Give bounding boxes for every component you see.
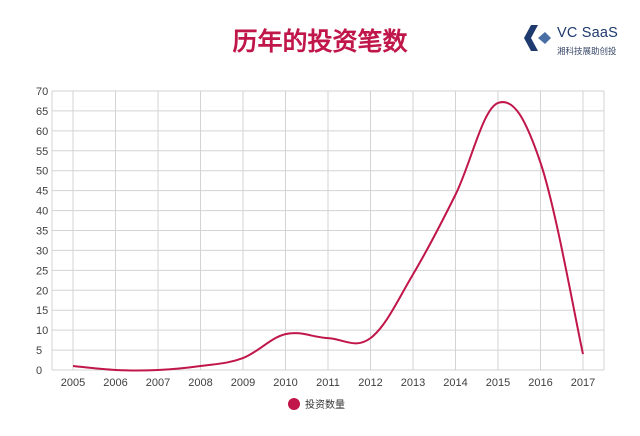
x-tick-label-2010: 2010	[273, 377, 297, 389]
x-tick-label-2012: 2012	[358, 377, 382, 389]
series-line-0	[72, 101, 584, 372]
y-tick-label-40: 40	[36, 206, 48, 218]
x-tick-label-2006: 2006	[103, 377, 127, 389]
logo-tagline: 湘科技展助创投	[557, 47, 617, 57]
y-tick-label-5: 5	[36, 345, 42, 357]
x-tick-label-2007: 2007	[146, 377, 170, 389]
y-tick-label-45: 45	[36, 186, 48, 198]
x-tick-label-2009: 2009	[231, 377, 255, 389]
x-tick-label-2014: 2014	[443, 377, 467, 389]
page-title: 历年的投资笔数	[232, 27, 408, 56]
x-tick-label-2008: 2008	[188, 377, 212, 389]
x-tick-label-2015: 2015	[486, 377, 510, 389]
y-tick-label-20: 20	[36, 285, 48, 297]
y-tick-label-60: 60	[36, 126, 48, 138]
brand-logo: VC SaaS 湘科技展助创投	[521, 22, 636, 62]
y-tick-label-10: 10	[36, 325, 48, 337]
y-tick-label-0: 0	[36, 365, 42, 377]
x-tick-label-2016: 2016	[528, 377, 552, 389]
y-tick-label-65: 65	[36, 106, 48, 118]
y-tick-label-55: 55	[36, 146, 48, 158]
y-tick-label-30: 30	[36, 245, 48, 257]
logo-name: VC SaaS	[557, 25, 619, 41]
x-tick-label-2013: 2013	[401, 377, 425, 389]
legend-label-0: 投资数量	[305, 398, 345, 411]
x-tick-label-2017: 2017	[571, 377, 595, 389]
y-tick-label-35: 35	[36, 226, 48, 238]
y-tick-label-15: 15	[36, 305, 48, 317]
vc-saas-logo-icon	[524, 25, 551, 51]
x-tick-label-2005: 2005	[61, 377, 85, 389]
legend-marker-0	[288, 398, 300, 410]
y-tick-label-70: 70	[36, 86, 48, 98]
y-tick-label-50: 50	[36, 166, 48, 178]
y-tick-label-25: 25	[36, 265, 48, 277]
x-tick-label-2011: 2011	[316, 377, 340, 389]
